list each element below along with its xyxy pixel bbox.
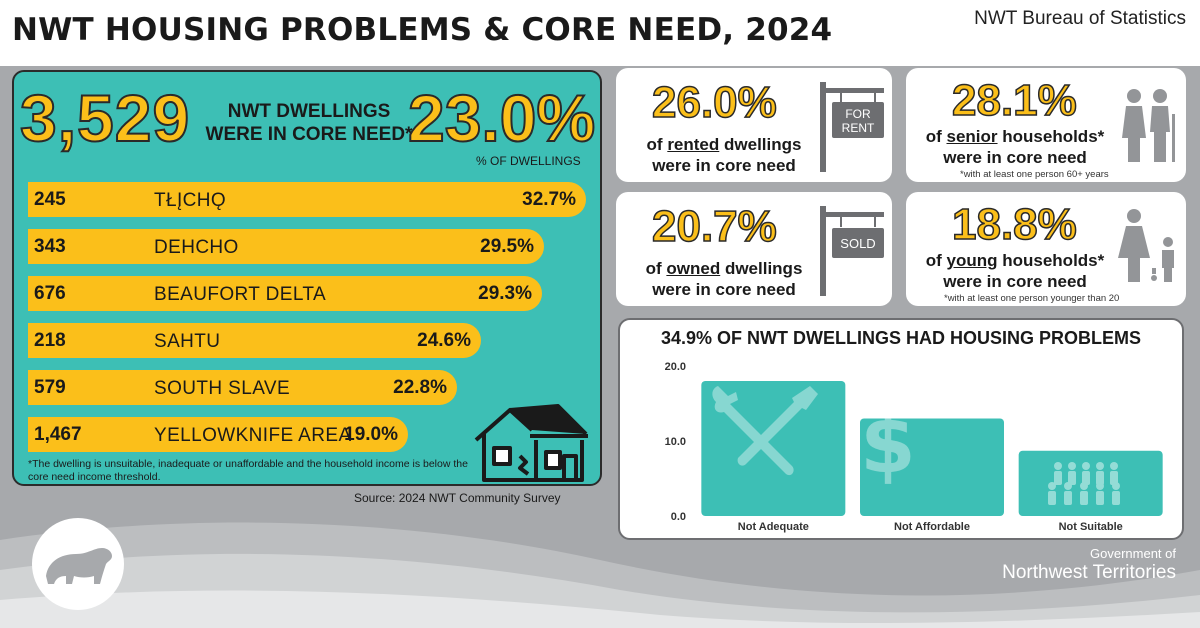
senior-text-pre: of <box>925 127 947 146</box>
chart-bar <box>701 381 846 516</box>
young-keyword: young <box>946 251 998 270</box>
chart-y-tick-label: 0.0 <box>671 511 686 523</box>
region-bar: 1,467 YELLOWKNIFE AREA 19.0% <box>28 417 408 452</box>
core-need-percent-caption: % OF DWELLINGS <box>476 154 581 168</box>
region-count: 343 <box>34 236 66 257</box>
polar-bear-logo <box>32 518 124 610</box>
for-rent-sign-line1: FOR <box>845 107 871 121</box>
chart-y-tick-label: 20.0 <box>665 361 686 373</box>
region-percent: 19.0% <box>344 424 398 445</box>
senior-keyword: senior <box>946 127 998 146</box>
young-text-post: households* <box>997 251 1105 270</box>
region-name: DEHCHO <box>154 237 239 258</box>
region-name: SOUTH SLAVE <box>154 378 291 399</box>
org-name: NWT Bureau of Statistics <box>974 8 1186 29</box>
core-need-label: NWT DWELLINGS WERE IN CORE NEED* <box>200 100 418 146</box>
core-need-dwellings-count: 3,529 <box>19 80 191 156</box>
region-percent: 29.3% <box>478 283 532 304</box>
young-text-pre: of <box>925 251 947 270</box>
region-percent: 29.5% <box>480 236 534 257</box>
source-note: Source: 2024 NWT Community Survey <box>354 491 561 505</box>
crowd-people-icon <box>1048 462 1120 505</box>
owned-text: of owned dwellings were in core need <box>624 258 824 300</box>
rented-text-pre: of <box>646 135 668 154</box>
footer-wave-decoration <box>0 522 1200 628</box>
region-name: TŁĮCHǪ <box>154 190 227 211</box>
young-value: 18.8% <box>951 199 1077 250</box>
rented-text-line2: were in core need <box>652 156 796 175</box>
footer-gov-name: Northwest Territories <box>1002 562 1176 583</box>
dollar-sign-icon: $ <box>860 398 916 491</box>
core-need-panel: 3,529 NWT DWELLINGS WERE IN CORE NEED* 2… <box>12 70 602 486</box>
rented-value: 26.0% <box>651 77 777 128</box>
core-need-label-line2: WERE IN CORE NEED* <box>205 124 413 145</box>
chart-bar <box>860 418 1004 516</box>
senior-card: 28.1% of senior households* were in core… <box>906 68 1186 182</box>
region-count: 1,467 <box>34 424 82 445</box>
for-rent-sign-icon: FOR RENT <box>820 82 884 172</box>
rented-card: 26.0% of rented dwellings were in core n… <box>616 68 892 182</box>
header-band <box>0 0 1200 66</box>
footer-gov-of: Government of <box>1090 546 1176 561</box>
region-bar: 676 BEAUFORT DELTA 29.3% <box>28 276 542 311</box>
region-percent: 32.7% <box>522 189 576 210</box>
page-title: NWT HOUSING PROBLEMS & CORE NEED, 2024 <box>12 12 833 48</box>
region-name: BEAUFORT DELTA <box>154 284 327 305</box>
young-family-icon <box>1118 209 1174 282</box>
chart-y-tick-label: 10.0 <box>665 436 686 448</box>
chart-x-tick-label: Not Suitable <box>1059 521 1123 533</box>
young-text-line2: were in core need <box>943 272 1087 291</box>
core-need-label-line1: NWT DWELLINGS <box>227 101 391 122</box>
owned-text-line1: of owned dwellings <box>624 258 824 279</box>
region-count: 579 <box>34 377 66 398</box>
rented-text-post: dwellings <box>719 135 802 154</box>
owned-card: 20.7% of owned dwellings were in core ne… <box>616 192 892 306</box>
seniors-icon <box>1122 89 1175 162</box>
region-bar: 343 DEHCHO 29.5% <box>28 229 544 264</box>
young-card: 18.8% of young households* were in core … <box>906 192 1186 306</box>
wrench-screwdriver-icon <box>712 386 818 476</box>
owned-keyword: owned <box>666 259 721 278</box>
region-bar: 218 SAHTU 24.6% <box>28 323 481 358</box>
owned-text-post: dwellings <box>720 259 803 278</box>
senior-note: *with at least one person 60+ years <box>960 169 1109 180</box>
damaged-house-icon <box>474 404 588 482</box>
region-bar: 245 TŁĮCHǪ 32.7% <box>28 182 586 217</box>
region-count: 676 <box>34 283 66 304</box>
chart-title: 34.9% OF NWT DWELLINGS HAD HOUSING PROBL… <box>660 328 1142 348</box>
region-percent: 22.8% <box>393 377 447 398</box>
chart-x-tick-label: Not Affordable <box>894 521 970 533</box>
young-text-line1: of young households* <box>908 250 1122 271</box>
senior-text-line1: of senior households* <box>908 126 1122 147</box>
core-need-percent: 23.0% <box>407 80 596 156</box>
region-count: 245 <box>34 189 66 210</box>
owned-value: 20.7% <box>651 201 777 252</box>
core-need-footnote: *The dwelling is unsuitable, inadequate … <box>28 458 468 483</box>
region-bar: 579 SOUTH SLAVE 22.8% <box>28 370 457 405</box>
owned-text-line2: were in core need <box>652 280 796 299</box>
region-name: SAHTU <box>154 331 221 352</box>
chart-plot: 0.010.020.0 $ Not Adequate Not Affordabl <box>665 361 1163 533</box>
senior-text-post: households* <box>997 127 1105 146</box>
senior-text-line2: were in core need <box>943 148 1087 167</box>
rented-keyword: rented <box>667 135 720 154</box>
senior-text: of senior households* were in core need <box>908 126 1122 168</box>
senior-value: 28.1% <box>951 75 1077 126</box>
young-text: of young households* were in core need <box>908 250 1122 292</box>
region-percent: 24.6% <box>417 330 471 351</box>
rented-text-line1: of rented dwellings <box>624 134 824 155</box>
young-note: *with at least one person younger than 2… <box>944 293 1120 304</box>
sold-sign-icon: SOLD <box>820 206 884 296</box>
housing-problems-chart: 34.9% OF NWT DWELLINGS HAD HOUSING PROBL… <box>618 318 1184 540</box>
region-name: YELLOWKNIFE AREA <box>154 425 352 446</box>
chart-x-tick-label: Not Adequate <box>738 521 809 533</box>
rented-text: of rented dwellings were in core need <box>624 134 824 176</box>
region-count: 218 <box>34 330 66 351</box>
chart-bar <box>1018 450 1163 516</box>
for-rent-sign-line2: RENT <box>842 121 875 135</box>
owned-text-pre: of <box>645 259 667 278</box>
sold-sign-label: SOLD <box>840 236 875 251</box>
